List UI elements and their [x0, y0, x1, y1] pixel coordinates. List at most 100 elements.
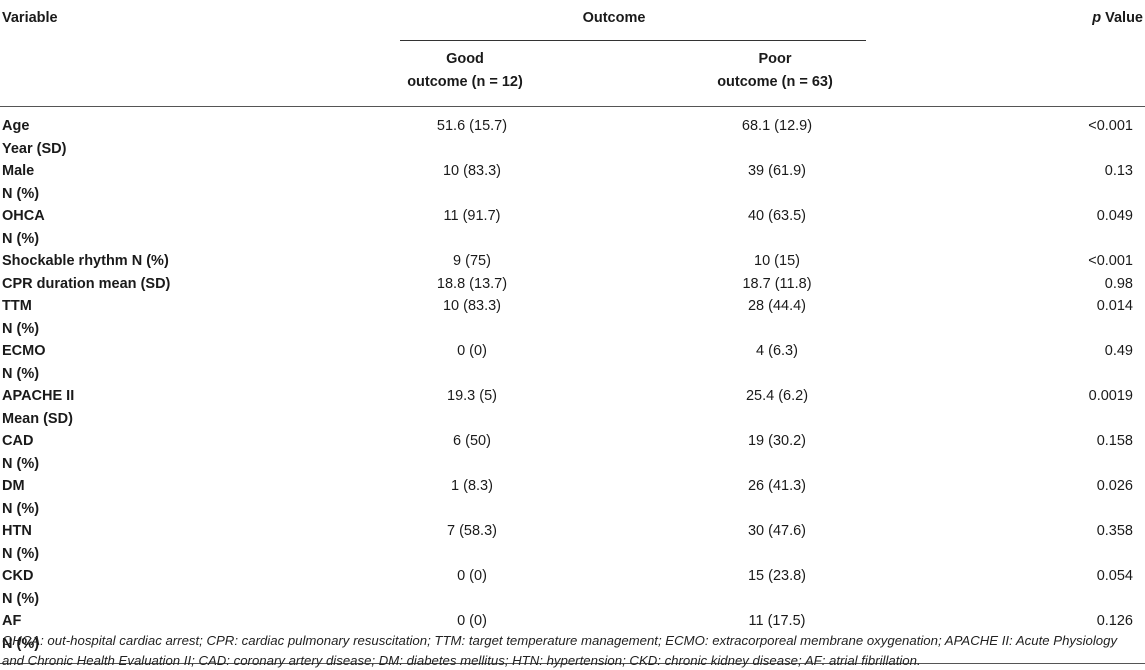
good-outcome-value: 1 (8.3) [451, 478, 493, 494]
cell-poor-outcome: 28 (44.4) [670, 295, 990, 340]
header-outcome: Outcome [270, 0, 990, 41]
cell-poor-outcome: 30 (47.6) [670, 520, 990, 565]
table-header: Variable Outcome p Value Good outcome (n… [0, 0, 1145, 107]
variable-name: TTM [2, 298, 32, 314]
variable-name: APACHE II [2, 388, 75, 404]
header-blank-right [990, 40, 1145, 107]
cell-good-outcome: 19.3 (5) [270, 385, 670, 430]
header-good-line2: outcome (n = 12) [407, 74, 523, 90]
poor-outcome-value: 11 (17.5) [748, 613, 806, 629]
variable-name: Male [2, 163, 35, 179]
variable-name: HTN [2, 523, 32, 539]
good-outcome-value: 6 (50) [453, 433, 491, 449]
variable-name: ECMO [2, 343, 46, 359]
variable-unit: N (%) [2, 500, 40, 517]
header-p-rest: Value [1101, 10, 1143, 26]
cell-poor-outcome: 4 (6.3) [670, 340, 990, 385]
cell-good-outcome: 0 (0) [270, 340, 670, 385]
table-row: CPR duration mean (SD) 18.8 (13.7) 18.7 (1… [0, 273, 1145, 296]
cell-good-outcome: 10 (83.3) [270, 160, 670, 205]
table-body: Age Year (SD) 51.6 (15.7) 68.1 (12.9) <0.001… [0, 107, 1145, 664]
cell-p-value: 0.158 [1096, 433, 1133, 449]
table-row: Shockable rhythm N (%) 9 (75) 10 (15) <0.00… [0, 250, 1145, 273]
variable-name: OHCA [2, 208, 45, 224]
table-row: AF N (%) 0 (0) 11 (17.5) 0.126 [0, 610, 1145, 664]
good-outcome-value: 18.8 (13.7) [436, 275, 508, 292]
table-footer [0, 663, 1145, 666]
poor-outcome-value: 40 (63.5) [747, 208, 807, 224]
table-row: APACHE II Mean (SD) 19.3 (5) 25.4 (6.2) 0.00… [0, 385, 1145, 430]
variable-unit: N (%) [2, 455, 40, 472]
variable-unit: N (%) [2, 365, 40, 382]
variable-unit: N (%) [2, 590, 40, 607]
table-row: TTM N (%) 10 (83.3) 28 (44.4) 0.014 [0, 295, 1145, 340]
cell-p-value: 0.98 [1104, 275, 1133, 292]
variable-unit: Mean (SD) [2, 410, 73, 427]
header-poor-line1: Poor [758, 51, 792, 67]
cell-p-value: <0.001 [1088, 118, 1133, 134]
good-outcome-value: 0 (0) [457, 613, 487, 629]
poor-outcome-value: 15 (23.8) [747, 568, 807, 584]
cell-poor-outcome: 40 (63.5) [670, 205, 990, 250]
header-outcome-label: Outcome [582, 10, 646, 26]
variable-unit: N (%) [2, 230, 40, 247]
variable-name: Shockable rhythm N (%) [2, 253, 169, 269]
cell-p-value: <0.001 [1088, 253, 1133, 269]
cell-good-outcome: 7 (58.3) [270, 520, 670, 565]
cell-good-outcome: 9 (75) [270, 250, 670, 273]
table-row: Age Year (SD) 51.6 (15.7) 68.1 (12.9) <0.001 [0, 107, 1145, 161]
poor-outcome-value: 30 (47.6) [747, 523, 807, 539]
table-footnote: OHCA: out-hospital cardiac arrest; CPR: … [2, 633, 1118, 668]
variable-name: CKD [2, 568, 34, 584]
variable-unit: Year (SD) [2, 140, 67, 157]
cell-good-outcome: 18.8 (13.7) [270, 273, 670, 296]
cell-poor-outcome: 26 (41.3) [670, 475, 990, 520]
variable-unit: N (%) [2, 635, 40, 652]
cell-variable: AF N (%) [0, 610, 270, 664]
good-outcome-value: 51.6 (15.7) [436, 118, 508, 134]
poor-outcome-value: 10 (15) [754, 253, 800, 269]
table-bottom-rule [0, 663, 1145, 666]
cell-variable: CPR duration mean (SD) [0, 273, 270, 296]
cell-variable: TTM N (%) [0, 295, 270, 340]
cell-variable: ECMO N (%) [0, 340, 270, 385]
table-row: OHCA N (%) 11 (91.7) 40 (63.5) 0.049 [0, 205, 1145, 250]
cell-variable: OHCA N (%) [0, 205, 270, 250]
poor-outcome-value: 18.7 (11.8) [742, 275, 812, 292]
header-good-line1: Good [446, 51, 484, 67]
cell-p-value: 0.026 [1096, 478, 1133, 494]
table-row: HTN N (%) 7 (58.3) 30 (47.6) 0.358 [0, 520, 1145, 565]
poor-outcome-value: 39 (61.9) [747, 163, 807, 179]
header-p-italic: p [1092, 10, 1102, 26]
cell-good-outcome: 51.6 (15.7) [270, 107, 670, 161]
variable-name: AF [2, 613, 22, 629]
table-row: CAD N (%) 6 (50) 19 (30.2) 0.158 [0, 430, 1145, 475]
header-poor-outcome: Poor outcome (n = 63) [670, 40, 990, 107]
variable-name: DM [2, 478, 25, 494]
cell-poor-outcome: 10 (15) [670, 250, 990, 273]
good-outcome-value: 0 (0) [457, 343, 487, 359]
variable-name: CPR duration mean (SD) [2, 275, 171, 292]
cell-p-value: 0.358 [1096, 523, 1133, 539]
good-outcome-value: 19.3 (5) [447, 388, 497, 404]
cell-p-value: 0.0019 [1088, 388, 1133, 404]
good-outcome-value: 10 (83.3) [442, 298, 502, 314]
cell-variable: DM N (%) [0, 475, 270, 520]
header-variable: Variable [2, 10, 58, 26]
cell-p-value: 0.13 [1104, 163, 1133, 179]
variable-unit: N (%) [2, 545, 40, 562]
cell-poor-outcome: 39 (61.9) [670, 160, 990, 205]
cell-good-outcome: 0 (0) [270, 565, 670, 610]
good-outcome-value: 11 (91.7) [443, 208, 501, 224]
header-p-value: p Value [990, 0, 1145, 40]
poor-outcome-value: 19 (30.2) [747, 433, 807, 449]
cell-poor-outcome: 18.7 (11.8) [670, 273, 990, 296]
good-outcome-value: 9 (75) [453, 253, 491, 269]
cell-p-value: 0.014 [1096, 298, 1133, 314]
header-row-1: Variable Outcome p Value [0, 0, 1145, 41]
cell-poor-outcome: 68.1 (12.9) [670, 107, 990, 161]
cell-variable: Male N (%) [0, 160, 270, 205]
poor-outcome-value: 26 (41.3) [747, 478, 807, 494]
cell-good-outcome: 1 (8.3) [270, 475, 670, 520]
